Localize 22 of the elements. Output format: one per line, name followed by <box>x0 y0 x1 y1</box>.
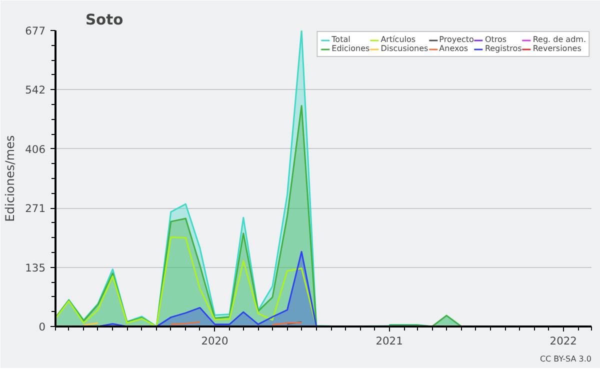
y-tick-label: 271 <box>25 202 46 216</box>
legend-label: Otros <box>484 35 507 44</box>
legend-label: Proyecto <box>439 35 474 44</box>
y-tick-label: 135 <box>25 261 46 274</box>
x-tick-label: 2021 <box>376 334 403 348</box>
text: CC BY-SA 3.0 <box>540 354 592 364</box>
y-tick-label: 677 <box>25 24 46 38</box>
y-tick-label: 406 <box>25 142 46 156</box>
y-axis-title: Ediciones/mes <box>3 135 18 222</box>
legend-label: Reversiones <box>532 44 582 53</box>
chart-title: Soto <box>86 12 124 28</box>
legend-label: Anexos <box>439 44 468 53</box>
legend-label: Discusiones <box>380 44 428 53</box>
y-tick-label: 0 <box>38 320 46 334</box>
x-tick-label: 2022 <box>550 334 577 348</box>
legend-label: Artículos <box>380 35 416 44</box>
y-tick-label: 542 <box>25 84 46 97</box>
legend-label: Ediciones <box>332 44 370 53</box>
legend-label: Total <box>332 35 352 44</box>
legend-label: Registros <box>484 44 522 53</box>
legend-label: Reg. de adm. <box>532 35 586 44</box>
x-tick-label: 2020 <box>201 334 229 348</box>
